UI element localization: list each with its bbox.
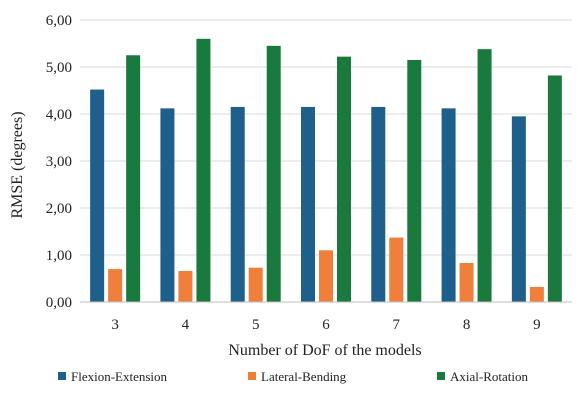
x-axis-title: Number of DoF of the models [228, 342, 421, 359]
axes: 0,00 1,00 2,00 3,00 4,00 5,00 6,00 3 4 5 6 7 8 9 [46, 13, 572, 333]
x-tick-label: 8 [463, 317, 471, 333]
bar-axial-rotation-4 [196, 38, 211, 303]
bar-axial-rotation-8 [477, 49, 492, 302]
x-tick-label: 6 [322, 317, 330, 333]
gridlines [80, 19, 572, 256]
y-tick-label: 3,00 [46, 154, 72, 170]
bar-axial-rotation-9 [547, 75, 562, 303]
x-tick-label: 9 [533, 317, 541, 333]
y-axis-title: RMSE (degrees) [9, 111, 26, 218]
bar-flexion-extension-7 [371, 106, 386, 302]
x-tick-label: 5 [252, 317, 260, 333]
x-tick-label: 4 [182, 317, 190, 333]
x-tick-label: 3 [111, 317, 119, 333]
legend-swatch [58, 372, 66, 380]
legend: Flexion-Extension Lateral-Bending Axial-Ro… [58, 369, 528, 384]
y-tick-label: 5,00 [46, 60, 72, 76]
y-tick-label: 1,00 [46, 248, 72, 264]
y-tick-label: 6,00 [46, 13, 72, 29]
bar-axial-rotation-3 [126, 55, 141, 302]
bar-lateral-bending-6 [319, 250, 333, 302]
bar-flexion-extension-9 [511, 116, 526, 302]
bar-flexion-extension-4 [160, 108, 175, 302]
bar-lateral-bending-9 [529, 286, 544, 302]
bar-lateral-bending-4 [178, 270, 193, 302]
x-tick-label: 7 [393, 317, 401, 333]
bar-flexion-extension-8 [441, 108, 456, 302]
bars [90, 38, 562, 303]
legend-label: Flexion-Extension [71, 369, 168, 384]
y-tick-label: 2,00 [46, 201, 72, 217]
bar-flexion-extension-5 [230, 106, 245, 302]
bar-axial-rotation-7 [407, 59, 422, 303]
bar-lateral-bending-5 [248, 267, 263, 302]
legend-label: Axial-Rotation [450, 369, 528, 384]
bar-lateral-bending-3 [108, 269, 123, 302]
bar-flexion-extension-3 [90, 89, 105, 302]
bar-axial-rotation-5 [266, 45, 281, 302]
bar-lateral-bending-7 [389, 237, 404, 302]
legend-label: Lateral-Bending [261, 369, 347, 384]
bar-axial-rotation-6 [337, 56, 351, 302]
bar-flexion-extension-6 [301, 106, 315, 302]
bar-lateral-bending-8 [459, 262, 474, 302]
legend-swatch [248, 372, 256, 380]
legend-swatch [437, 372, 445, 380]
y-tick-label: 4,00 [46, 107, 72, 123]
y-tick-label: 0,00 [46, 295, 72, 311]
